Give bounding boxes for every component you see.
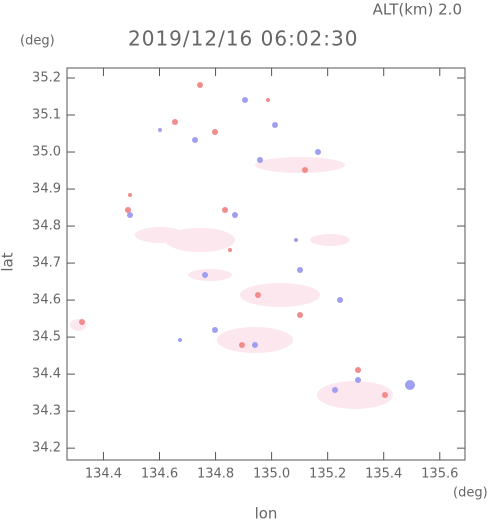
- plot-frame: [66, 67, 466, 461]
- y-tick-label: 34.9: [32, 182, 61, 197]
- y-tick-label: 35.2: [32, 70, 61, 85]
- x-tick-label: 135.6: [421, 467, 458, 482]
- y-tick-label: 35.1: [32, 108, 61, 123]
- y-unit: (deg): [20, 34, 55, 49]
- y-tick-label: 34.8: [32, 219, 61, 234]
- y-axis-label: lat: [0, 252, 17, 271]
- x-tick-label: 135.2: [309, 467, 346, 482]
- chart-title: 2019/12/16 06:02:30: [128, 27, 358, 51]
- x-unit: (deg): [453, 486, 488, 501]
- y-tick-label: 34.6: [32, 293, 61, 308]
- x-tick-label: 134.8: [197, 467, 234, 482]
- x-tick-label: 134.4: [85, 467, 122, 482]
- radar-echoes: [70, 82, 415, 409]
- subtitle: ALT(km) 2.0: [373, 1, 462, 19]
- x-tick-label: 135.4: [365, 467, 402, 482]
- x-axis-label: lon: [255, 505, 278, 522]
- y-tick-label: 34.3: [32, 404, 61, 419]
- x-tick-label: 134.6: [141, 467, 178, 482]
- y-tick-label: 34.7: [32, 256, 61, 271]
- y-tick-label: 34.4: [32, 367, 61, 382]
- x-tick-label: 135.0: [253, 467, 290, 482]
- y-tick-label: 34.2: [32, 441, 61, 456]
- y-tick-label: 35.0: [32, 145, 61, 160]
- y-tick-label: 34.5: [32, 330, 61, 345]
